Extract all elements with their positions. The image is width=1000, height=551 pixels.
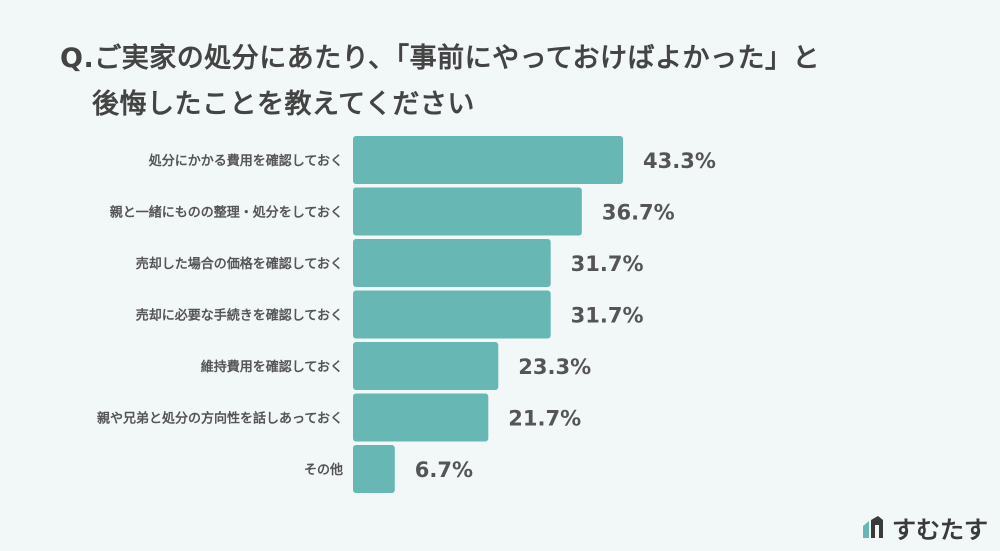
category-label: 親と一緒にものの整理・処分をしておく <box>110 205 343 221</box>
house-logo-icon <box>863 515 883 538</box>
brand-logo: すむたす <box>860 510 988 545</box>
brand-name: すむたす <box>892 516 988 544</box>
category-label: 売却した場合の価格を確認しておく <box>136 256 343 272</box>
bar <box>353 290 551 339</box>
category-label: その他 <box>304 462 343 478</box>
category-label: 処分にかかる費用を確認しておく <box>148 153 343 169</box>
value-label: 36.7% <box>602 201 675 225</box>
chart-title: Q.ご実家の処分にあたり、「事前にやっておけばよかった」と 後悔したことを教えて… <box>60 36 820 128</box>
title-line-1: Q.ご実家の処分にあたり、「事前にやっておけばよかった」と <box>60 43 820 74</box>
value-label: 31.7% <box>571 252 644 276</box>
value-label: 23.3% <box>518 355 591 379</box>
category-label: 維持費用を確認しておく <box>201 359 343 375</box>
bar <box>353 187 582 236</box>
bar <box>353 342 499 390</box>
bar <box>353 393 489 442</box>
title-line-2: 後悔したことを教えてください <box>92 89 475 120</box>
value-label: 43.3% <box>643 149 716 173</box>
value-label: 6.7% <box>415 458 473 482</box>
bar <box>353 445 395 493</box>
bar <box>353 136 623 184</box>
value-label: 21.7% <box>508 407 581 431</box>
value-label: 31.7% <box>571 304 644 328</box>
category-label: 親や兄弟と処分の方向性を話しあっておく <box>97 411 343 427</box>
bar <box>353 239 551 287</box>
category-label: 売却に必要な手続きを確認しておく <box>136 308 343 324</box>
